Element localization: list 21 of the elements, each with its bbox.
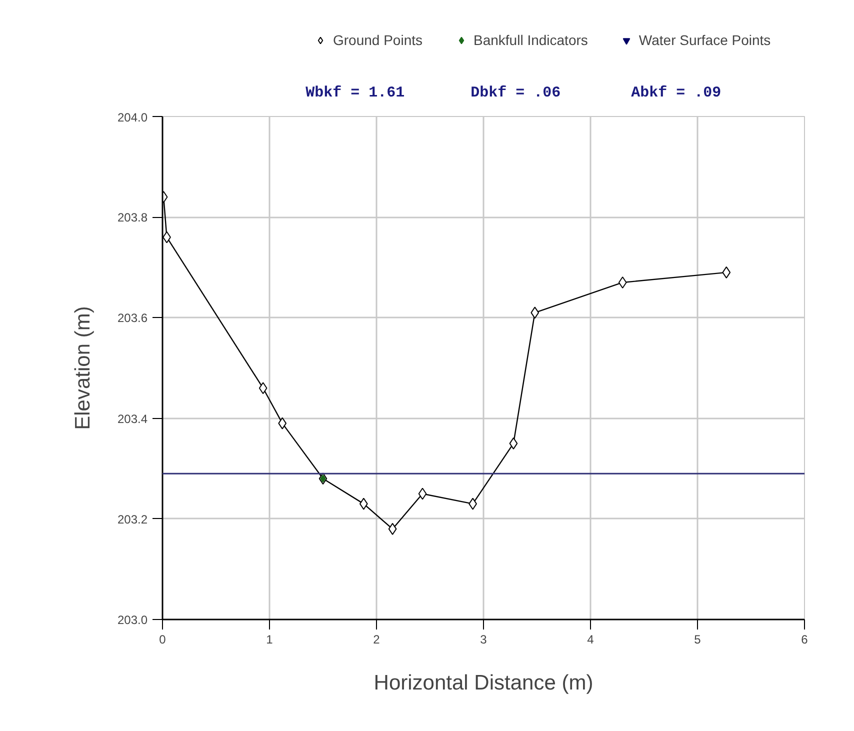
x-tick-label: 2 <box>373 632 380 646</box>
x-tick-label: 6 <box>801 632 808 646</box>
text: Dbkf = .06 <box>470 84 561 102</box>
x-tick-label: 5 <box>694 632 702 646</box>
text: Wbkf = 1.61 <box>306 84 405 102</box>
x-tick-label: 1 <box>266 632 274 646</box>
legend-label: Water Surface Points <box>638 32 771 48</box>
legend-label: Ground Points <box>333 32 422 48</box>
y-tick-label: 203.8 <box>117 210 148 225</box>
y-axis-title: Elevation (m) <box>71 306 94 430</box>
y-tick-label: 203.4 <box>117 412 148 426</box>
text: Abkf = .09 <box>631 84 722 102</box>
y-tick-label: 203.6 <box>117 311 148 326</box>
x-tick-label: 0 <box>159 632 166 646</box>
x-tick-label: 3 <box>480 632 488 646</box>
y-tick-label: 204.0 <box>117 110 148 124</box>
x-tick-label: 4 <box>587 632 594 646</box>
legend-label: Bankfull Indicators <box>474 32 588 48</box>
x-axis-title: Horizontal Distance (m) <box>374 672 594 694</box>
y-tick-label: 203.0 <box>117 613 148 627</box>
y-tick-label: 203.2 <box>117 512 148 526</box>
